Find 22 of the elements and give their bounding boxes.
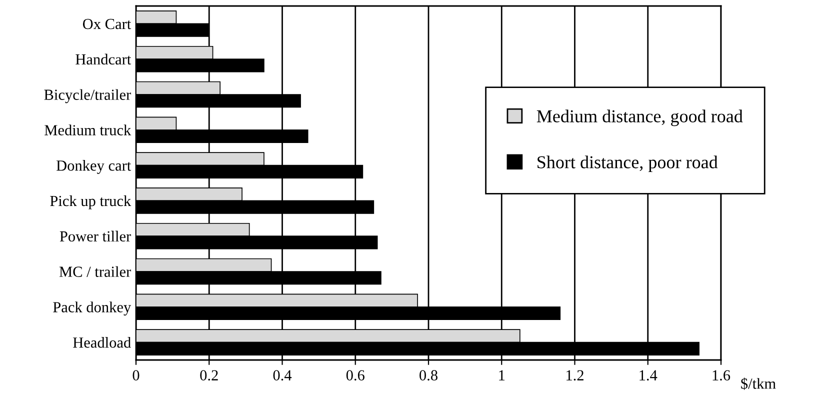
x-tick-label: 0.6 (346, 370, 364, 381)
y-tick-label: Ox Cart (82, 18, 132, 30)
x-tick-label: 0.8 (420, 370, 438, 381)
y-tick-label: Handcart (76, 54, 132, 65)
y-tick-label: Donkey cart (56, 160, 132, 174)
y-tick-label: Pick up truck (50, 195, 132, 210)
y-tick-label: Pack donkey (53, 302, 132, 316)
y-tick-label: Medium truck (44, 124, 132, 136)
x-tick-label: 0 (132, 370, 140, 380)
y-tick-label: Headload (73, 337, 131, 348)
x-tick-label: 1.2 (566, 370, 584, 381)
y-tick-label: MC / trailer (59, 266, 132, 277)
x-tick-label: 1.6 (712, 370, 730, 381)
x-tick-label: 1.4 (640, 370, 658, 381)
x-tick-label: 0.2 (200, 370, 218, 381)
legend-label: Short distance, poor road (538, 156, 718, 172)
y-tick-label: Power tiller (60, 230, 132, 242)
legend-label: Medium distance, good road (536, 110, 743, 126)
y-tick-label: Bicycle/trailer (44, 89, 132, 104)
x-axis-title: $/tkm (741, 378, 776, 390)
x-tick-label: 0.4 (273, 370, 292, 381)
x-tick-label: 1 (499, 370, 505, 380)
